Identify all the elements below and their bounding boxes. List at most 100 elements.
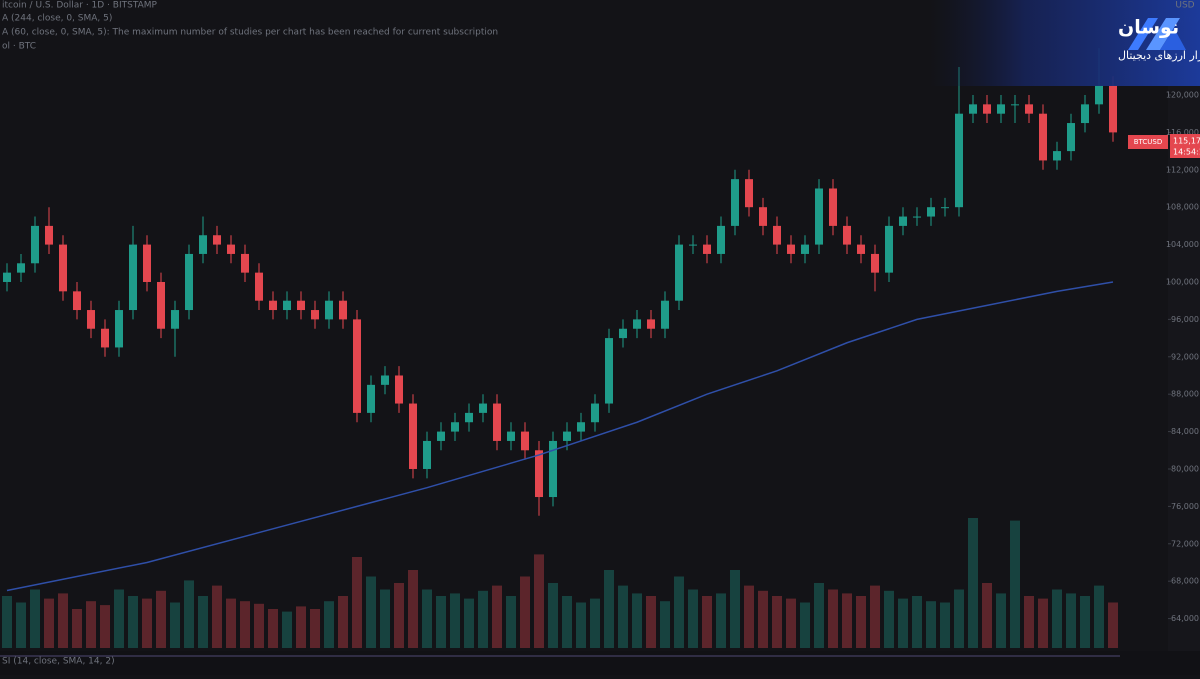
volume-bar bbox=[422, 589, 432, 648]
volume-bar bbox=[842, 593, 852, 648]
candle-body bbox=[395, 375, 403, 404]
volume-bar bbox=[534, 554, 544, 648]
candle-body bbox=[31, 225, 39, 264]
volume-bar bbox=[618, 585, 628, 648]
volume-bar bbox=[492, 585, 502, 648]
volume-bar bbox=[170, 602, 180, 648]
candle-body bbox=[885, 225, 893, 273]
volume-bar bbox=[646, 596, 656, 648]
candle-body bbox=[451, 422, 459, 432]
volume-bar bbox=[198, 596, 208, 648]
candle-body bbox=[535, 450, 543, 498]
candle-body bbox=[283, 300, 291, 311]
candle-body bbox=[437, 431, 445, 441]
candle-body bbox=[941, 207, 949, 209]
volume-bar bbox=[282, 611, 292, 648]
candle-body bbox=[731, 179, 739, 226]
volume-bar bbox=[604, 570, 614, 648]
candle-body bbox=[619, 328, 627, 339]
volume-bar bbox=[1010, 520, 1020, 648]
volume-bar bbox=[674, 576, 684, 648]
volume-bar bbox=[828, 589, 838, 648]
y-tick-label: 92,000 bbox=[1171, 352, 1199, 361]
volume-bar bbox=[58, 593, 68, 648]
candle-body bbox=[549, 440, 557, 498]
volume-bar bbox=[926, 601, 936, 648]
volume-bar bbox=[114, 589, 124, 648]
volume-bar bbox=[380, 589, 390, 648]
volume-bar bbox=[72, 609, 82, 648]
y-tick-label: 68,000 bbox=[1171, 577, 1199, 586]
candle-body bbox=[143, 244, 151, 282]
candle-body bbox=[157, 281, 165, 329]
candle-body bbox=[1067, 123, 1075, 152]
candle-body bbox=[465, 412, 473, 423]
y-tick-label: 80,000 bbox=[1171, 464, 1199, 473]
volume-bar bbox=[212, 585, 222, 648]
candle-body bbox=[605, 338, 613, 404]
ma-line bbox=[6, 281, 1114, 592]
candle-body bbox=[213, 235, 221, 245]
y-tick-label: 72,000 bbox=[1171, 539, 1199, 548]
candle-body bbox=[87, 310, 95, 329]
y-tick-label: 116,000 bbox=[1166, 128, 1199, 137]
candle-body bbox=[115, 310, 123, 348]
candle-body bbox=[255, 272, 263, 301]
candle-body bbox=[983, 104, 991, 114]
volume-bar bbox=[240, 601, 250, 648]
plot: 64,000 68,000 72,000 76,000 80,000 84,000 88,0… bbox=[2, 16, 1199, 648]
candle-body bbox=[1095, 85, 1103, 105]
y-tick-label: 108,000 bbox=[1166, 203, 1199, 212]
candle-body bbox=[563, 431, 571, 441]
volume-bar bbox=[688, 589, 698, 648]
ma-label: A (244, close, 0, SMA, 5) bbox=[2, 14, 112, 24]
candle-body bbox=[1039, 113, 1047, 161]
volume-bar bbox=[254, 603, 264, 648]
candle-body bbox=[325, 300, 333, 320]
candle-body bbox=[829, 188, 837, 226]
volume-label: ol · BTC bbox=[2, 42, 36, 52]
volume-bar bbox=[940, 602, 950, 648]
brand-name: نوسان bbox=[1118, 17, 1179, 39]
chart-title: itcoin / U.S. Dollar · 1D · BITSTAMP bbox=[2, 1, 158, 11]
volume-bar bbox=[1108, 602, 1118, 648]
candle-body bbox=[73, 291, 81, 311]
volume-bar bbox=[324, 601, 334, 648]
y-tick-label: 100,000 bbox=[1166, 277, 1199, 286]
volume-bar bbox=[576, 602, 586, 648]
volume-bar bbox=[1038, 598, 1048, 648]
price-tag bbox=[1170, 134, 1200, 158]
volume-bar bbox=[366, 576, 376, 648]
volume-bar bbox=[996, 593, 1006, 648]
candle-body bbox=[311, 310, 319, 320]
candle-body bbox=[339, 300, 347, 320]
candle-body bbox=[689, 244, 697, 246]
indicator-pane bbox=[0, 651, 1200, 675]
candle-body bbox=[241, 253, 249, 273]
candle-body bbox=[969, 104, 977, 114]
volume-bar bbox=[744, 585, 754, 648]
volume-bar bbox=[898, 598, 908, 648]
volume-bar bbox=[730, 570, 740, 648]
price-tag-time: 14:54:1 bbox=[1173, 148, 1200, 157]
candle-body bbox=[171, 310, 179, 329]
candle-body bbox=[367, 384, 375, 413]
candle-body bbox=[185, 253, 193, 311]
candle-body bbox=[647, 319, 655, 329]
y-tick-label: 120,000 bbox=[1166, 90, 1199, 99]
candle-body bbox=[493, 403, 501, 441]
symbol-tag-text: BTCUSD bbox=[1134, 138, 1163, 146]
volume-bar bbox=[338, 596, 348, 648]
symbol-tag bbox=[1128, 135, 1168, 149]
price-tag-price: 115,17 bbox=[1173, 137, 1200, 146]
volume-bar bbox=[506, 596, 516, 648]
volume-bar bbox=[310, 609, 320, 648]
volume-bar bbox=[548, 583, 558, 648]
volume-bar bbox=[1052, 589, 1062, 648]
candle-body bbox=[423, 440, 431, 469]
volume-bar bbox=[30, 589, 40, 648]
candle-body bbox=[773, 225, 781, 245]
candle-body bbox=[59, 244, 67, 292]
unit-label: USD bbox=[1175, 1, 1194, 11]
